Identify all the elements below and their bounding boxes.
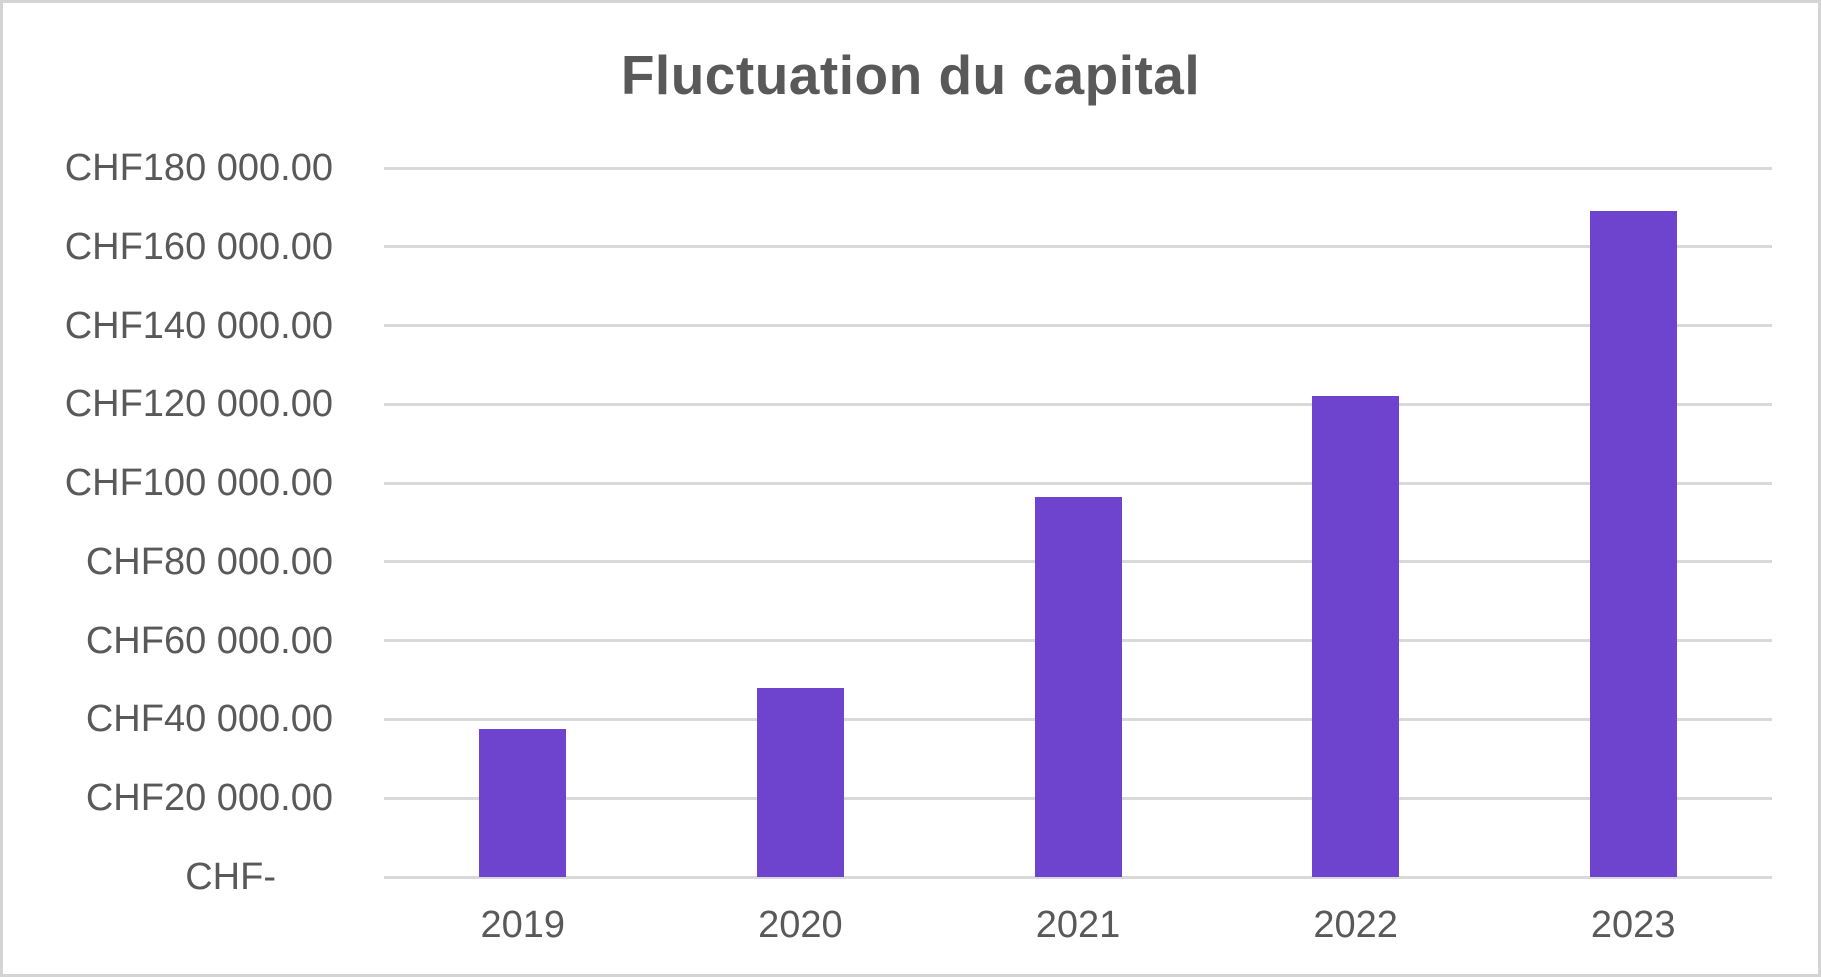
plot-area (384, 166, 1772, 879)
x-tick-label: 2021 (1035, 904, 1121, 946)
y-tick-label: CHF140 000.00 (64, 304, 333, 347)
y-tick-label: CHF120 000.00 (64, 383, 333, 426)
x-tick-label: 2020 (758, 904, 843, 946)
gridline (384, 245, 1772, 249)
y-tick-label: CHF100 000.00 (64, 462, 333, 505)
x-tick-label: 2019 (480, 904, 566, 946)
x-axis: 2019 2020 2021 2022 2023 (384, 902, 1772, 948)
x-tick-label: 2022 (1313, 904, 1398, 946)
y-tick-label: CHF160 000.00 (64, 225, 333, 268)
y-tick-label: CHF40 000.00 (85, 698, 333, 741)
gridline (384, 402, 1772, 406)
chart-title: Fluctuation du capital (620, 44, 1201, 106)
bar-2023 (1589, 211, 1677, 877)
y-axis: CHF180 000.00 CHF160 000.00 CHF140 000.00 C… (3, 147, 333, 898)
y-tick-label: CHF180 000.00 (64, 147, 333, 189)
bar-2021 (1034, 496, 1122, 877)
bar-2019 (479, 729, 567, 877)
bar-2020 (756, 687, 844, 877)
x-axis-baseline (384, 875, 1772, 879)
bar-2022 (1312, 396, 1400, 877)
y-tick-label: CHF- (185, 856, 276, 898)
gridline (384, 324, 1772, 328)
gridline (384, 481, 1772, 485)
x-tick-label: 2023 (1590, 904, 1676, 946)
y-tick-label: CHF20 000.00 (85, 777, 333, 820)
y-tick-label: CHF80 000.00 (85, 540, 333, 583)
gridline (384, 166, 1772, 170)
y-tick-label: CHF60 000.00 (85, 619, 333, 662)
